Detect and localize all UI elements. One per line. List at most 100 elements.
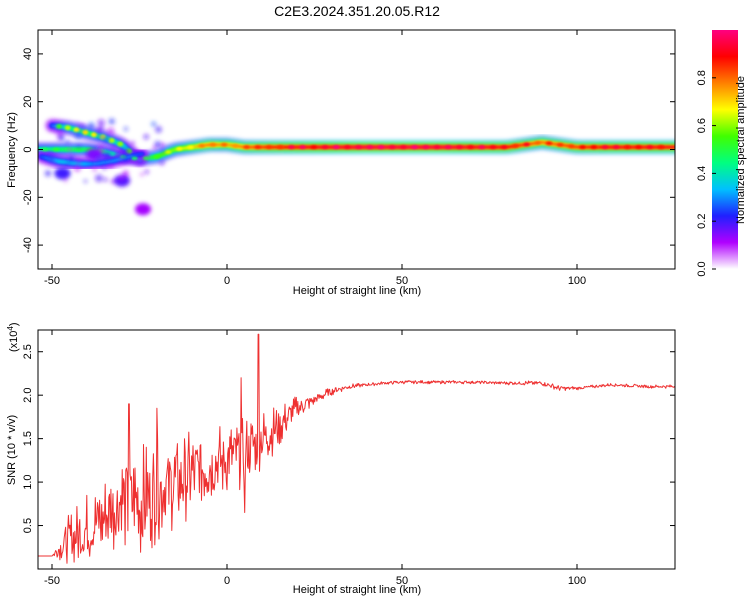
scatter-blobs bbox=[44, 118, 166, 216]
colorbar-tick-label: 0.8 bbox=[696, 70, 708, 85]
scatter-speck bbox=[76, 158, 82, 164]
scatter-blob bbox=[114, 174, 130, 187]
ridge-bead bbox=[456, 145, 463, 149]
ridge-bead bbox=[601, 145, 609, 149]
scatter-speck bbox=[102, 151, 111, 160]
branch-bead bbox=[82, 129, 89, 135]
ridge-bead bbox=[478, 145, 485, 149]
ridge-bead bbox=[568, 144, 575, 149]
ridge-bead bbox=[545, 141, 553, 146]
branch-bead bbox=[73, 127, 80, 133]
spectrogram-x-tick-label: 100 bbox=[568, 275, 586, 287]
scatter-speck bbox=[159, 160, 165, 166]
branch-bead bbox=[64, 125, 71, 131]
ridge-bead bbox=[232, 144, 239, 148]
scatter-speck bbox=[111, 145, 115, 150]
branch-bead bbox=[56, 124, 62, 129]
scatter-blob bbox=[135, 203, 151, 216]
snr-y-multiplier: (x104) bbox=[6, 322, 20, 352]
scatter-speck bbox=[103, 177, 108, 182]
ridge-bead bbox=[501, 145, 508, 149]
spectrogram-x-tick-label: -50 bbox=[44, 275, 60, 287]
spectrogram-y-ticks: 40 20 0 -20 -40 bbox=[22, 48, 675, 253]
colorbar-ticks: 0.0 0.2 0.4 0.6 0.8 bbox=[696, 70, 716, 277]
snr-x-tick-label: 0 bbox=[224, 575, 230, 587]
ridge-bead bbox=[422, 145, 429, 149]
ridge-bead bbox=[109, 152, 116, 156]
scatter-speck bbox=[68, 155, 75, 162]
scatter-speck bbox=[97, 144, 105, 153]
scatter-speck bbox=[144, 169, 150, 175]
scatter-speck bbox=[83, 179, 88, 183]
scatter-speck bbox=[118, 157, 122, 161]
ridge-bead bbox=[333, 145, 340, 149]
colorbar-tick-label: 0.2 bbox=[696, 214, 708, 229]
ridge-bead bbox=[557, 143, 564, 147]
spectrogram-y-axis-label: Frequency (Hz) bbox=[6, 112, 18, 188]
spectrogram-x-tick-label: 0 bbox=[224, 275, 230, 287]
scatter-speck bbox=[141, 155, 146, 160]
scatter-speck bbox=[67, 147, 72, 153]
scatter-speck bbox=[63, 178, 68, 183]
ridge-bead bbox=[646, 145, 653, 149]
scatter-speck bbox=[77, 144, 81, 149]
scatter-speck bbox=[155, 126, 162, 133]
colorbar-label: Normalized spectral amplitude bbox=[735, 76, 747, 224]
scatter-speck bbox=[122, 148, 130, 156]
ridge-bead bbox=[400, 145, 407, 149]
spectrogram-x-ticks: -50 0 50 100 bbox=[44, 30, 586, 287]
spectrogram-x-axis-label: Height of straight line (km) bbox=[293, 285, 421, 297]
ridge-bead bbox=[635, 145, 642, 149]
ridge-bead bbox=[165, 150, 172, 154]
figure-title: C2E3.2024.351.20.05.R12 bbox=[274, 3, 440, 19]
ridge-bead bbox=[321, 145, 329, 149]
spectrogram-y-tick-label: 40 bbox=[22, 48, 34, 60]
ridge-bead bbox=[53, 147, 60, 152]
scatter-speck bbox=[52, 126, 57, 130]
ridge-bead bbox=[411, 145, 418, 149]
spectrogram-y-tick-label: 20 bbox=[22, 96, 34, 108]
scatter-speck bbox=[160, 142, 166, 148]
snr-series-line bbox=[38, 333, 675, 564]
scatter-speck bbox=[118, 175, 124, 181]
scatter-speck bbox=[102, 135, 110, 143]
ridge-bead bbox=[254, 145, 261, 149]
snr-x-axis-label: Height of straight line (km) bbox=[293, 584, 421, 596]
branch-bead bbox=[91, 132, 97, 138]
ridge-bead bbox=[355, 145, 362, 149]
scatter-speck bbox=[151, 121, 157, 127]
scatter-speck bbox=[76, 122, 80, 126]
spectrogram-y-tick-label: 0 bbox=[22, 146, 34, 152]
scatter-speck bbox=[97, 125, 104, 132]
spectrogram-x-tick-label: 50 bbox=[396, 275, 408, 287]
colorbar-tick-label: 0.0 bbox=[696, 261, 708, 276]
snr-y-tick-label: 2.5 bbox=[22, 344, 34, 359]
scatter-speck bbox=[95, 174, 103, 183]
ridge-bead bbox=[131, 156, 138, 161]
scatter-speck bbox=[95, 156, 102, 163]
scatter-speck bbox=[121, 155, 129, 163]
ridge-bead bbox=[176, 147, 183, 151]
scatter-speck bbox=[110, 179, 116, 184]
ridge-bead bbox=[187, 145, 194, 150]
spectrogram-panel: -50 0 50 100 40 20 0 -20 -40 Height of straight… bbox=[6, 29, 676, 297]
scatter-speck bbox=[108, 118, 115, 125]
ridge-bead bbox=[523, 142, 530, 147]
snr-x-tick-label: 50 bbox=[396, 575, 408, 587]
scatter-speck bbox=[48, 157, 55, 163]
snr-panel: -50 0 50 100 0.5 1.0 1.5 2.0 2.5 Height of stra… bbox=[6, 322, 676, 596]
scatter-speck bbox=[160, 149, 165, 153]
branch-bead bbox=[108, 138, 115, 143]
snr-plot-area bbox=[38, 330, 675, 569]
snr-x-ticks: -50 0 50 100 bbox=[44, 330, 586, 587]
colorbar: 0.0 0.2 0.4 0.6 0.8 Normalized spectral ampl… bbox=[696, 30, 747, 277]
ridge-bead bbox=[243, 145, 250, 149]
scatter-speck bbox=[132, 150, 137, 155]
scatter-speck bbox=[108, 163, 114, 168]
spectrogram-y-tick-label: -20 bbox=[22, 189, 34, 205]
scatter-speck bbox=[130, 141, 135, 146]
ridge-bead bbox=[366, 145, 373, 149]
ridge-bead bbox=[467, 145, 474, 149]
spectrogram-heatmap bbox=[38, 118, 675, 216]
